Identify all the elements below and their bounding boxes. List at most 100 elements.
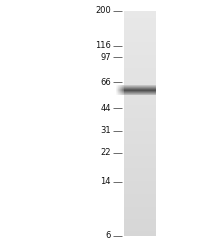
Bar [124, 185, 156, 186]
Bar [123, 90, 124, 91]
Bar [120, 87, 121, 88]
Bar [124, 233, 156, 234]
Bar [124, 93, 156, 94]
Bar [121, 87, 122, 88]
Bar [120, 89, 121, 90]
Bar [116, 93, 117, 94]
Bar [124, 235, 156, 236]
Bar [124, 147, 156, 148]
Bar [124, 20, 156, 21]
Bar [124, 47, 156, 48]
Bar [124, 39, 156, 40]
Bar [124, 218, 156, 219]
Bar [124, 18, 156, 19]
Text: 97: 97 [100, 53, 111, 62]
Bar [124, 32, 156, 33]
Bar [124, 158, 156, 159]
Bar [124, 183, 156, 184]
Bar [124, 92, 156, 93]
Bar [117, 91, 118, 92]
Bar [124, 104, 156, 105]
Bar [124, 142, 156, 143]
Bar [124, 232, 156, 233]
Bar [124, 209, 156, 210]
Bar [123, 85, 124, 86]
Bar [124, 151, 156, 152]
Bar [124, 192, 156, 193]
Bar [124, 225, 156, 226]
Bar [124, 113, 156, 114]
Bar [124, 211, 156, 212]
Bar [124, 68, 156, 69]
Bar [124, 42, 156, 43]
Bar [124, 79, 156, 80]
Bar [124, 31, 156, 32]
Bar [124, 163, 156, 164]
Bar [124, 213, 156, 214]
Bar [124, 140, 156, 141]
Bar [119, 85, 120, 86]
Bar [124, 88, 156, 89]
Bar [124, 167, 156, 168]
Bar [118, 94, 119, 95]
Bar [124, 152, 156, 153]
Bar [124, 22, 156, 23]
Bar [124, 174, 156, 175]
Bar [124, 77, 156, 78]
Bar [124, 159, 156, 160]
Bar [124, 82, 156, 83]
Bar [124, 171, 156, 172]
Bar [124, 64, 156, 65]
Text: 31: 31 [100, 126, 111, 135]
Bar [123, 87, 124, 88]
Bar [124, 45, 156, 46]
Bar [116, 85, 117, 86]
Bar [124, 65, 156, 66]
Bar [124, 178, 156, 179]
Bar [124, 55, 156, 56]
Bar [120, 88, 121, 89]
Bar [124, 166, 156, 167]
Bar [124, 94, 156, 95]
Bar [124, 144, 156, 145]
Bar [124, 172, 156, 173]
Bar [124, 19, 156, 20]
Bar [124, 49, 156, 50]
Bar [124, 29, 156, 30]
Bar [124, 177, 156, 178]
Bar [124, 156, 156, 157]
Bar [119, 87, 120, 88]
Bar [124, 194, 156, 195]
Bar [124, 87, 156, 88]
Bar [117, 86, 118, 87]
Bar [124, 136, 156, 137]
Bar [124, 134, 156, 135]
Bar [124, 231, 156, 232]
Bar [124, 112, 156, 113]
Bar [124, 35, 156, 36]
Bar [120, 93, 121, 94]
Bar [119, 93, 120, 94]
Bar [124, 214, 156, 215]
Bar [124, 75, 156, 76]
Bar [122, 93, 123, 94]
Bar [124, 181, 156, 182]
Bar [124, 126, 156, 127]
Bar [124, 37, 156, 38]
Bar [124, 199, 156, 200]
Bar [124, 108, 156, 109]
Bar [118, 86, 119, 87]
Bar [118, 91, 119, 92]
Bar [121, 86, 122, 87]
Bar [124, 84, 156, 85]
Bar [124, 176, 156, 177]
Bar [124, 63, 156, 64]
Bar [124, 83, 156, 84]
Bar [124, 107, 156, 108]
Bar [124, 103, 156, 104]
Bar [123, 92, 124, 93]
Bar [116, 89, 117, 90]
Bar [120, 92, 121, 93]
Bar [124, 95, 156, 96]
Bar [124, 170, 156, 171]
